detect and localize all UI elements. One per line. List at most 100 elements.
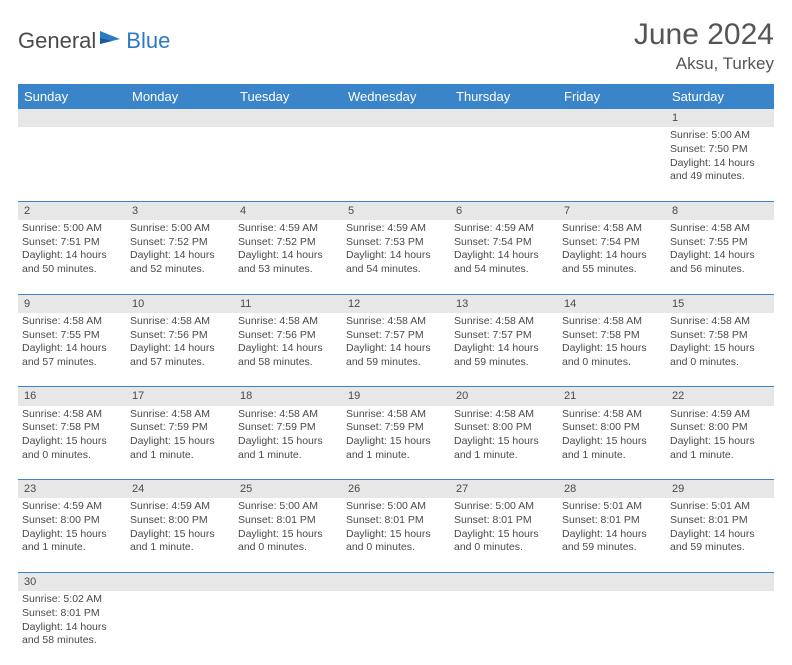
sunset-text: Sunset: 7:56 PM [130, 329, 230, 343]
day-cell: Sunrise: 4:58 AMSunset: 7:58 PMDaylight:… [558, 313, 666, 387]
day-number [342, 572, 450, 591]
day-content: Sunrise: 4:58 AMSunset: 7:57 PMDaylight:… [346, 315, 446, 370]
week-row: Sunrise: 5:00 AMSunset: 7:51 PMDaylight:… [18, 220, 774, 294]
sunrise-text: Sunrise: 4:58 AM [562, 222, 662, 236]
day-number [18, 109, 126, 127]
day-content: Sunrise: 5:01 AMSunset: 8:01 PMDaylight:… [670, 500, 770, 555]
day-header: Friday [558, 84, 666, 109]
day-number: 9 [18, 294, 126, 313]
day-number-row: 16171819202122 [18, 387, 774, 406]
day-content: Sunrise: 4:58 AMSunset: 7:58 PMDaylight:… [670, 315, 770, 370]
daylight-text: Daylight: 15 hours and 1 minute. [670, 435, 770, 462]
day-number: 10 [126, 294, 234, 313]
day-content: Sunrise: 4:58 AMSunset: 7:59 PMDaylight:… [130, 408, 230, 463]
sunrise-text: Sunrise: 4:59 AM [130, 500, 230, 514]
day-header: Sunday [18, 84, 126, 109]
day-number: 23 [18, 480, 126, 499]
day-cell [558, 127, 666, 201]
day-number-row: 9101112131415 [18, 294, 774, 313]
day-cell: Sunrise: 4:58 AMSunset: 8:00 PMDaylight:… [450, 406, 558, 480]
day-content: Sunrise: 5:00 AMSunset: 8:01 PMDaylight:… [346, 500, 446, 555]
sunset-text: Sunset: 8:01 PM [454, 514, 554, 528]
logo-text-general: General [18, 28, 96, 54]
day-number: 7 [558, 201, 666, 220]
day-header: Saturday [666, 84, 774, 109]
sunset-text: Sunset: 7:53 PM [346, 236, 446, 250]
day-content: Sunrise: 4:58 AMSunset: 7:56 PMDaylight:… [238, 315, 338, 370]
sunrise-text: Sunrise: 4:58 AM [670, 222, 770, 236]
day-cell: Sunrise: 4:58 AMSunset: 7:57 PMDaylight:… [450, 313, 558, 387]
week-row: Sunrise: 5:02 AMSunset: 8:01 PMDaylight:… [18, 591, 774, 665]
day-cell: Sunrise: 4:59 AMSunset: 7:52 PMDaylight:… [234, 220, 342, 294]
daylight-text: Daylight: 14 hours and 55 minutes. [562, 249, 662, 276]
daylight-text: Daylight: 15 hours and 0 minutes. [454, 528, 554, 555]
day-number: 12 [342, 294, 450, 313]
day-header: Wednesday [342, 84, 450, 109]
day-cell [126, 591, 234, 665]
sunset-text: Sunset: 8:00 PM [670, 421, 770, 435]
sunset-text: Sunset: 8:01 PM [670, 514, 770, 528]
day-content: Sunrise: 5:00 AMSunset: 7:52 PMDaylight:… [130, 222, 230, 277]
sunset-text: Sunset: 7:58 PM [562, 329, 662, 343]
day-header-row: Sunday Monday Tuesday Wednesday Thursday… [18, 84, 774, 109]
sunrise-text: Sunrise: 4:58 AM [22, 315, 122, 329]
day-number [126, 109, 234, 127]
day-cell: Sunrise: 5:01 AMSunset: 8:01 PMDaylight:… [558, 498, 666, 572]
daylight-text: Daylight: 15 hours and 0 minutes. [346, 528, 446, 555]
day-number: 11 [234, 294, 342, 313]
week-row: Sunrise: 4:58 AM Sunset: 7:58 PM Daylight:… [18, 406, 774, 480]
sunset-text: Sunset: 8:00 PM [130, 514, 230, 528]
day-number: 25 [234, 480, 342, 499]
daylight-text: Daylight: 14 hours and 54 minutes. [454, 249, 554, 276]
day-number [126, 572, 234, 591]
day-header: Thursday [450, 84, 558, 109]
day-content: Sunrise: 4:59 AMSunset: 8:00 PMDaylight:… [670, 408, 770, 463]
day-number: 26 [342, 480, 450, 499]
day-cell: Sunrise: 4:58 AMSunset: 7:59 PMDaylight:… [342, 406, 450, 480]
sunset-text: Sunset: 8:00 PM [562, 421, 662, 435]
day-cell: Sunrise: 5:00 AMSunset: 8:01 PMDaylight:… [234, 498, 342, 572]
sunrise-text: Sunrise: 5:00 AM [22, 222, 122, 236]
sunset-text: Sunset: 7:55 PM [22, 329, 122, 343]
day-number: 4 [234, 201, 342, 220]
flag-icon [98, 29, 124, 54]
sunset-text: Sunset: 8:01 PM [22, 607, 122, 621]
day-number: 6 [450, 201, 558, 220]
daylight-text: Daylight: 14 hours and 50 minutes. [22, 249, 122, 276]
sunset-text: Sunset: 7:59 PM [238, 421, 338, 435]
day-cell: Sunrise: 4:58 AMSunset: 7:56 PMDaylight:… [234, 313, 342, 387]
daylight-text: Daylight: 15 hours and 0 minutes. [670, 342, 770, 369]
day-cell: Sunrise: 4:58 AMSunset: 7:59 PMDaylight:… [234, 406, 342, 480]
day-number: 15 [666, 294, 774, 313]
sunrise-text: Sunrise: 5:00 AM [454, 500, 554, 514]
daylight-text: Daylight: 15 hours and 1 minute. [130, 435, 230, 462]
day-number-row: 2345678 [18, 201, 774, 220]
sunrise-text: Sunrise: 5:00 AM [130, 222, 230, 236]
day-cell [666, 591, 774, 665]
sunrise-text: Sunrise: 4:58 AM [454, 408, 554, 422]
sunrise-text: Sunrise: 4:59 AM [670, 408, 770, 422]
sunset-text: Sunset: 7:57 PM [346, 329, 446, 343]
day-number [234, 109, 342, 127]
daylight-text: Daylight: 15 hours and 0 minutes. [238, 528, 338, 555]
day-cell: Sunrise: 4:58 AMSunset: 8:00 PMDaylight:… [558, 406, 666, 480]
week-row: Sunrise: 4:58 AMSunset: 7:55 PMDaylight:… [18, 313, 774, 387]
daylight-text: Daylight: 14 hours and 54 minutes. [346, 249, 446, 276]
daylight-text: Daylight: 14 hours and 59 minutes. [670, 528, 770, 555]
location: Aksu, Turkey [634, 54, 774, 74]
daylight-text: Daylight: 14 hours and 49 minutes. [670, 157, 770, 184]
day-number [666, 572, 774, 591]
day-header: Monday [126, 84, 234, 109]
sunset-text: Sunset: 8:01 PM [238, 514, 338, 528]
day-content: Sunrise: 4:58 AMSunset: 7:57 PMDaylight:… [454, 315, 554, 370]
daylight-text: Daylight: 14 hours and 59 minutes. [346, 342, 446, 369]
day-cell: Sunrise: 4:58 AMSunset: 7:58 PMDaylight:… [666, 313, 774, 387]
sunrise-text: Sunrise: 4:58 AM [562, 315, 662, 329]
day-cell [342, 127, 450, 201]
day-cell: Sunrise: 4:58 AMSunset: 7:55 PMDaylight:… [18, 313, 126, 387]
sunset-text: Sunset: 7:58 PM [22, 421, 122, 435]
day-content: Sunrise: 4:59 AMSunset: 7:53 PMDaylight:… [346, 222, 446, 277]
sunset-text: Sunset: 7:59 PM [130, 421, 230, 435]
sunrise-text: Sunrise: 5:00 AM [670, 129, 770, 143]
week-row: Sunrise: 5:00 AMSunset: 7:50 PMDaylight:… [18, 127, 774, 201]
